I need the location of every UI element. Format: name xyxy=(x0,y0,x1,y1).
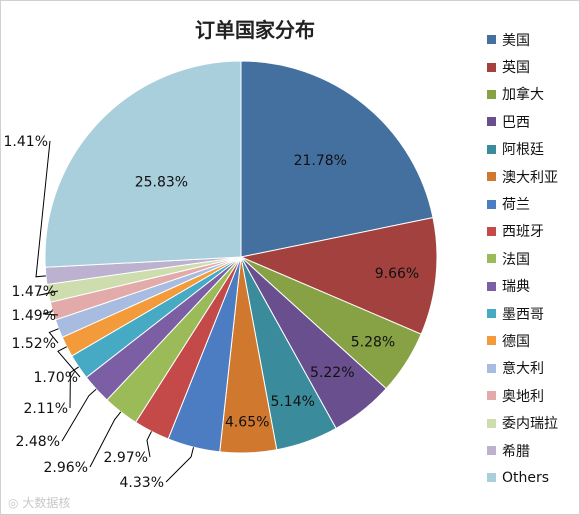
legend-item-15: 希腊 xyxy=(487,437,579,464)
legend-item-14: 委内瑞拉 xyxy=(487,409,579,436)
watermark-icon: ◎ xyxy=(8,496,19,510)
pie-data-label-0: 21.78% xyxy=(294,153,347,169)
legend-item-1: 英国 xyxy=(487,53,579,80)
legend-swatch xyxy=(487,254,496,264)
legend-swatch xyxy=(487,172,496,182)
legend-item-8: 法国 xyxy=(487,245,579,272)
pie-data-label-16: 25.83% xyxy=(135,174,188,190)
legend-label: 英国 xyxy=(502,60,530,77)
legend-item-3: 巴西 xyxy=(487,108,579,135)
pie-data-label-6: 4.33% xyxy=(120,475,164,491)
pie-data-label-15: 1.41% xyxy=(4,134,48,150)
legend-item-9: 瑞典 xyxy=(487,273,579,300)
legend-item-10: 墨西哥 xyxy=(487,300,579,327)
legend-item-0: 美国 xyxy=(487,26,579,53)
leader-line-11 xyxy=(57,346,81,378)
legend-swatch xyxy=(487,89,496,99)
leader-line-9 xyxy=(61,388,97,442)
legend-swatch xyxy=(487,418,496,428)
legend-label: 澳大利亚 xyxy=(502,169,558,186)
leader-line-8 xyxy=(89,411,122,468)
pie-data-label-10: 2.11% xyxy=(24,401,68,417)
pie-data-label-4: 5.14% xyxy=(270,394,314,410)
legend-label: 奥地利 xyxy=(502,388,544,405)
legend-swatch xyxy=(487,446,496,456)
legend-label: 法国 xyxy=(502,251,530,268)
leader-line-12 xyxy=(48,328,59,344)
leader-line-14 xyxy=(38,290,59,296)
legend-label: 阿根廷 xyxy=(502,142,544,159)
pie-data-label-12: 1.52% xyxy=(12,336,56,352)
legend-label: 巴西 xyxy=(502,114,530,131)
leader-line-10 xyxy=(69,366,79,409)
pie-data-label-9: 2.48% xyxy=(16,434,60,450)
legend-item-6: 荷兰 xyxy=(487,190,579,217)
legend-swatch xyxy=(487,226,496,236)
legend-swatch xyxy=(487,144,496,154)
legend-swatch xyxy=(487,281,496,291)
pie-data-label-14: 1.47% xyxy=(12,284,56,300)
legend-item-16: Others xyxy=(487,464,579,491)
pie-data-label-7: 2.97% xyxy=(104,450,148,466)
legend-label: 加拿大 xyxy=(502,87,544,104)
legend-label: 墨西哥 xyxy=(502,306,544,323)
legend-label: 德国 xyxy=(502,333,530,350)
pie-data-label-11: 1.70% xyxy=(34,370,78,386)
legend-item-5: 澳大利亚 xyxy=(487,163,579,190)
pie-data-label-13: 1.49% xyxy=(12,308,56,324)
legend-swatch xyxy=(487,363,496,373)
leader-line-7 xyxy=(146,431,152,458)
legend-swatch xyxy=(487,391,496,401)
chart-title: 订单国家分布 xyxy=(195,18,315,42)
watermark-text: 大数据核 xyxy=(22,496,71,510)
pie-slice-0 xyxy=(240,60,434,258)
legend-swatch xyxy=(487,199,496,209)
legend-swatch xyxy=(487,62,496,72)
legend-item-4: 阿根廷 xyxy=(487,136,579,163)
pie-data-label-2: 5.28% xyxy=(351,335,395,351)
pie-data-label-5: 4.65% xyxy=(225,415,269,431)
legend-label: 委内瑞拉 xyxy=(502,416,558,433)
pie-data-label-8: 2.96% xyxy=(44,460,88,476)
legend-swatch xyxy=(487,117,496,127)
legend-swatch xyxy=(487,35,496,45)
legend-label: 希腊 xyxy=(502,443,530,460)
legend-item-12: 意大利 xyxy=(487,355,579,382)
pie-slice-16 xyxy=(44,60,242,268)
legend-label: 意大利 xyxy=(502,361,544,378)
legend-label: 瑞典 xyxy=(502,279,530,296)
legend: 美国英国加拿大巴西阿根廷澳大利亚荷兰西班牙法国瑞典墨西哥德国意大利奥地利委内瑞拉… xyxy=(487,26,579,492)
legend-label: Others xyxy=(502,469,550,486)
watermark-logo: ◎ 大数据核 xyxy=(8,494,70,511)
leader-line-6 xyxy=(165,447,194,483)
legend-swatch xyxy=(487,309,496,319)
legend-swatch xyxy=(487,336,496,346)
leader-line-15 xyxy=(35,140,51,278)
pie-data-label-1: 9.66% xyxy=(375,266,419,282)
legend-label: 西班牙 xyxy=(502,224,544,241)
legend-item-13: 奥地利 xyxy=(487,382,579,409)
legend-swatch xyxy=(487,473,496,483)
legend-label: 美国 xyxy=(502,32,530,49)
legend-item-2: 加拿大 xyxy=(487,81,579,108)
pie-data-label-3: 5.22% xyxy=(310,365,354,381)
legend-label: 荷兰 xyxy=(502,197,530,214)
legend-item-7: 西班牙 xyxy=(487,218,579,245)
legend-item-11: 德国 xyxy=(487,327,579,354)
pie-slice-1 xyxy=(239,217,438,335)
leader-line-13 xyxy=(42,310,59,316)
